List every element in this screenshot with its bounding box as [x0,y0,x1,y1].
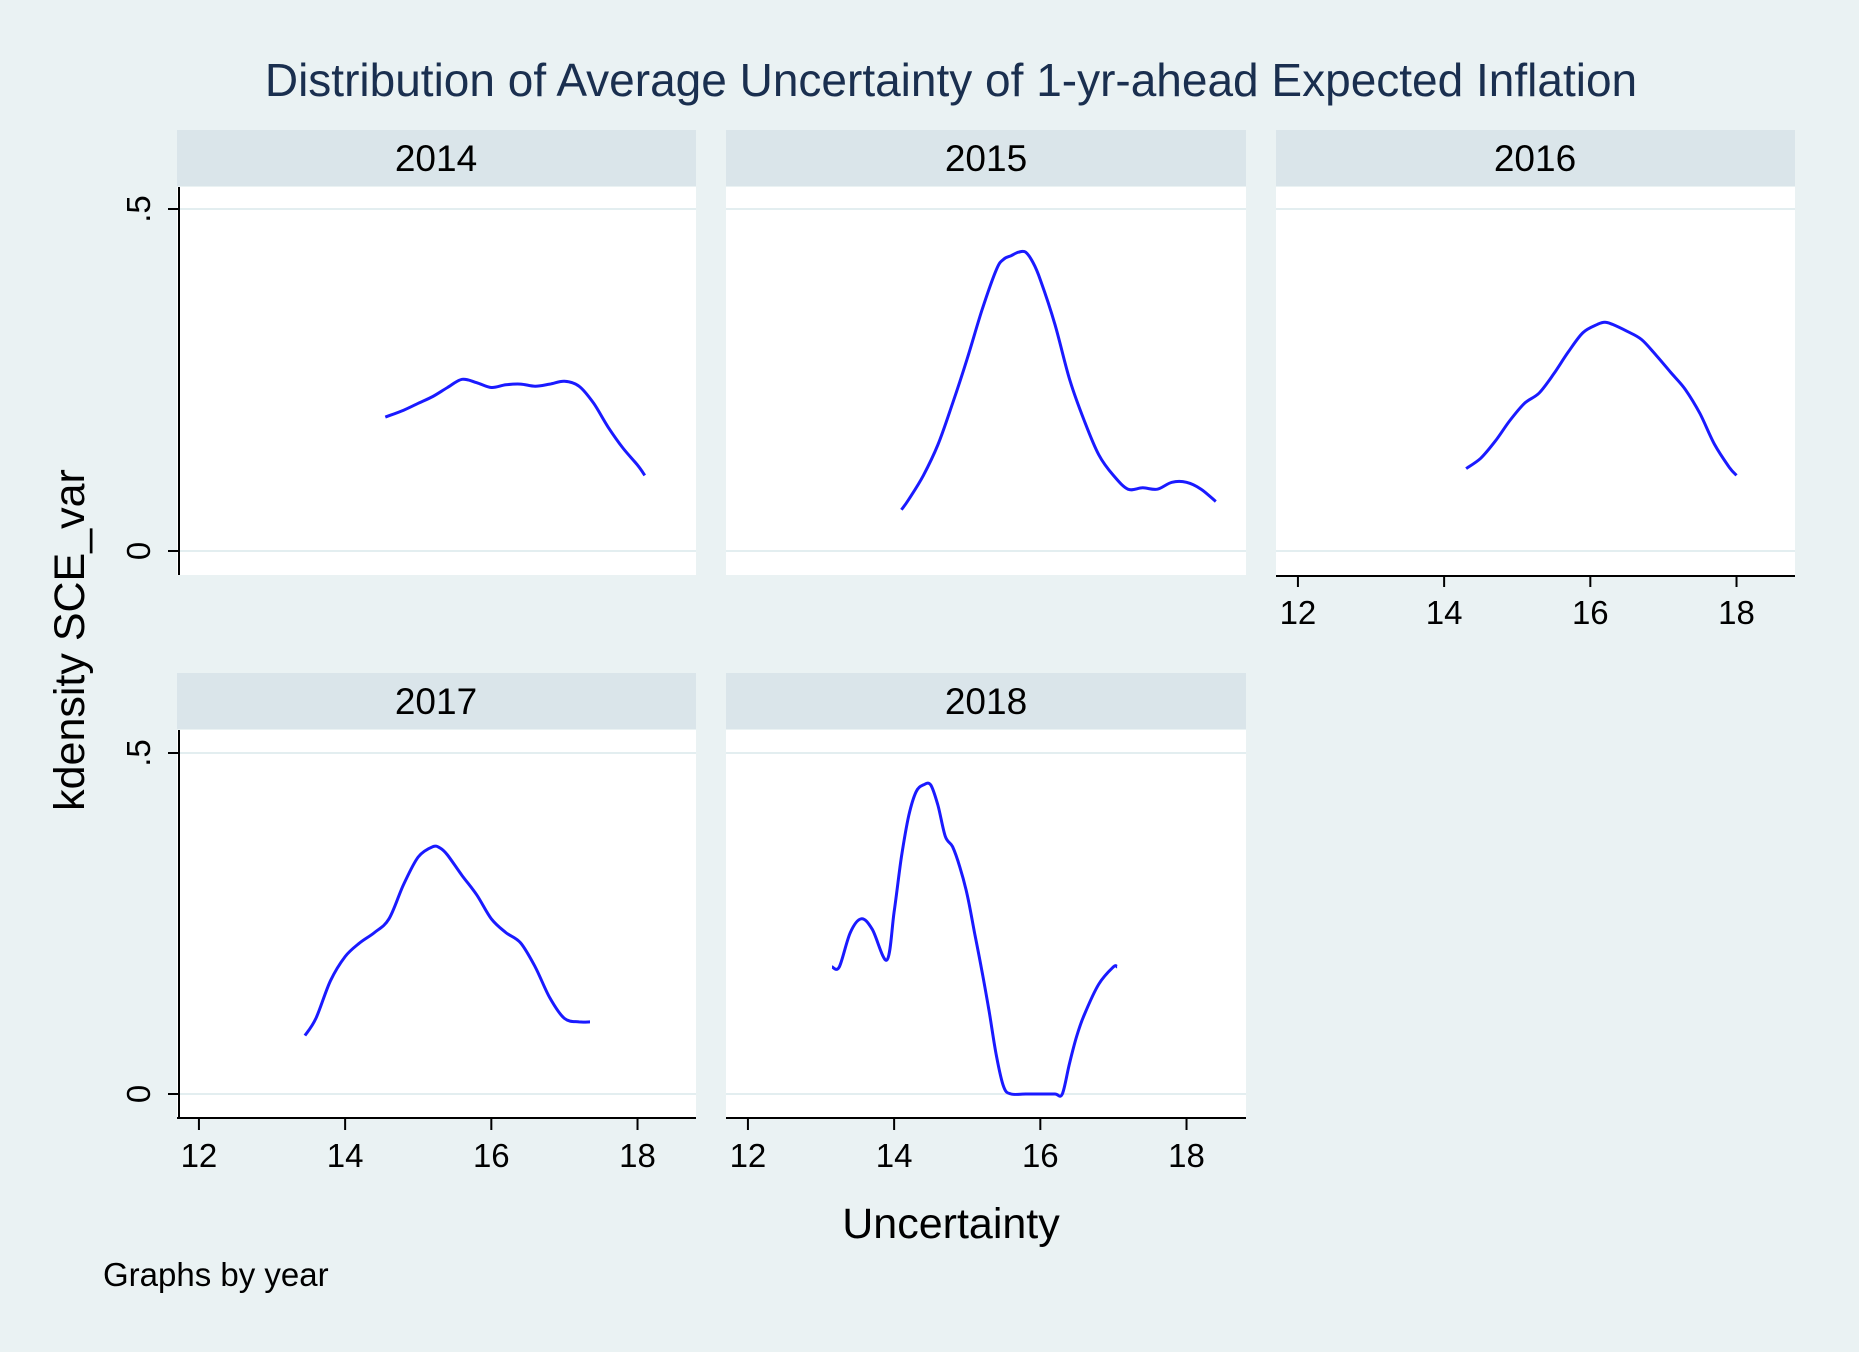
x-tick-label: 16 [1572,594,1609,631]
panel-strip [1276,130,1795,186]
panel-label: 2017 [395,681,477,722]
density-curve-2016 [1465,320,1738,477]
x-tick-label: 14 [327,1137,364,1174]
x-tick-label: 14 [1426,594,1463,631]
x-ticks: 12 14 16 18 [730,1119,1205,1174]
panel-2018: 2018 12 14 16 18 [726,673,1246,1174]
chart-note: Graphs by year [103,1256,329,1293]
plot-area [726,187,1246,575]
panel-strip [726,673,1246,729]
plot-area [726,730,1246,1117]
panel-strip [177,130,696,186]
chart-title: Distribution of Average Uncertainty of 1… [265,54,1637,106]
density-curve-2014 [384,377,647,477]
x-tick-label: 16 [1022,1137,1059,1174]
panel-strip [726,130,1246,186]
x-ticks: 12 14 16 18 [1280,576,1755,631]
y-tick-label: 0 [120,1085,157,1103]
x-tick-label: 18 [619,1137,656,1174]
plot-area [177,187,696,575]
x-tick-label: 18 [1718,594,1755,631]
y-tick-label: .5 [120,195,157,223]
x-tick-label: 12 [181,1137,218,1174]
y-tick-label: 0 [120,542,157,560]
plot-area [177,730,696,1117]
panel-2015: 2015 [726,130,1246,575]
x-tick-label: 12 [730,1137,767,1174]
density-curve-2018 [831,781,1119,1098]
density-curve-2015 [900,249,1217,511]
x-tick-label: 14 [876,1137,913,1174]
x-tick-label: 12 [1280,594,1317,631]
density-curve-2017 [303,844,591,1037]
plot-area [1276,187,1795,575]
x-tick-label: 16 [473,1137,510,1174]
x-axis-title: Uncertainty [842,1200,1060,1248]
x-ticks: 12 14 16 18 [181,1119,656,1174]
panel-label: 2018 [945,681,1027,722]
panel-2016: 2016 12 14 16 18 [1276,130,1795,631]
panel-2017: 2017 0 .5 12 14 16 18 [120,673,696,1174]
panel-strip [177,673,696,729]
x-tick-label: 18 [1168,1137,1205,1174]
panel-label: 2015 [945,138,1027,179]
panel-label: 2014 [395,138,477,179]
panel-2014: 2014 0 .5 [120,130,696,575]
panel-label: 2016 [1494,138,1576,179]
y-axis-title: kdensity SCE_var [46,469,94,811]
y-tick-label: .5 [120,739,157,767]
